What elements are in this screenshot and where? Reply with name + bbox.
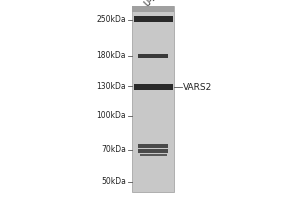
Text: 100kDa: 100kDa bbox=[96, 112, 126, 120]
Bar bbox=[138, 54, 168, 58]
Bar bbox=[138, 144, 168, 148]
Text: 50kDa: 50kDa bbox=[101, 178, 126, 186]
Bar bbox=[132, 6, 174, 12]
Text: 130kDa: 130kDa bbox=[96, 82, 126, 90]
Bar bbox=[132, 6, 174, 192]
Text: 250kDa: 250kDa bbox=[96, 16, 126, 24]
Text: VARS2: VARS2 bbox=[183, 83, 212, 92]
Text: 180kDa: 180kDa bbox=[97, 51, 126, 60]
Bar bbox=[134, 84, 172, 90]
Bar bbox=[134, 16, 172, 22]
Text: U-251MG: U-251MG bbox=[142, 0, 176, 8]
Text: 70kDa: 70kDa bbox=[101, 146, 126, 154]
Bar bbox=[138, 149, 168, 153]
Bar bbox=[140, 154, 166, 156]
